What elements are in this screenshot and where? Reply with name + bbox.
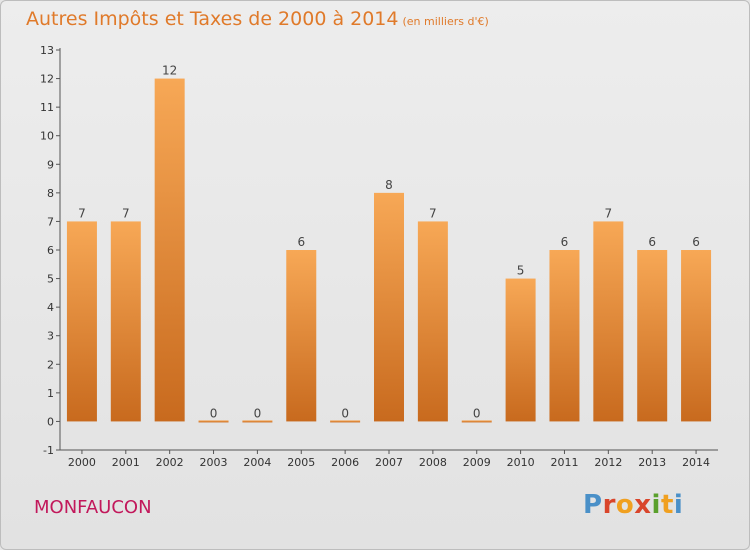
y-tick-label: 5	[47, 273, 54, 286]
y-tick-label: 1	[47, 387, 54, 400]
logo-letter: i	[651, 490, 661, 520]
data-label: 0	[341, 406, 349, 420]
x-tick-label: 2008	[419, 456, 447, 469]
y-tick-label: 7	[47, 215, 54, 228]
data-label: 12	[162, 64, 177, 78]
y-tick-label: 6	[47, 244, 54, 257]
logo-letter: r	[602, 490, 616, 520]
data-label: 6	[297, 235, 305, 249]
x-tick-label: 2012	[594, 456, 622, 469]
x-tick-label: 2013	[638, 456, 666, 469]
bar	[66, 221, 97, 422]
bar	[549, 250, 580, 422]
y-tick-label: 4	[47, 301, 54, 314]
logo-letter: x	[634, 490, 652, 520]
proxiti-logo[interactable]: Proxiti	[583, 490, 683, 520]
chart-bars	[66, 78, 712, 423]
y-tick-label: 0	[47, 415, 54, 428]
bar	[374, 192, 404, 422]
y-tick-label: 11	[40, 101, 54, 114]
bar	[681, 250, 712, 422]
y-tick-label: 3	[47, 330, 54, 343]
data-label: 6	[561, 235, 569, 249]
data-label: 0	[473, 406, 481, 420]
chart-data-labels: 7 7 12 0 0 6 0 8 7 0 5 6 7 6 6	[78, 64, 700, 421]
x-tick-label: 2007	[375, 456, 403, 469]
bar	[154, 78, 185, 422]
bar	[286, 250, 317, 422]
commune-name: MONFAUCON	[34, 497, 152, 518]
chart-title-text: Autres Impôts et Taxes de 2000 à 2014	[26, 8, 399, 30]
y-tick-label: 9	[47, 158, 54, 171]
chart-unit: (en milliers d'€)	[402, 15, 489, 28]
data-label: 7	[605, 206, 613, 220]
x-tick-label: 2000	[68, 456, 96, 469]
bar	[417, 221, 448, 422]
y-tick-label: 2	[47, 358, 54, 371]
chart-title: Autres Impôts et Taxes de 2000 à 2014 (en…	[26, 8, 489, 30]
x-tick-label: 2009	[463, 456, 491, 469]
x-tick-label: 2004	[243, 456, 271, 469]
bar	[198, 420, 229, 423]
data-label: 7	[429, 206, 437, 220]
logo-letter: o	[615, 490, 635, 520]
x-tick-label: 2001	[112, 456, 140, 469]
data-label: 7	[122, 206, 130, 220]
x-tick-label: 2014	[682, 456, 710, 469]
x-tick-label: 2010	[507, 456, 535, 469]
logo-letter: P	[583, 490, 603, 520]
y-tick-label: 12	[40, 73, 54, 86]
bar	[461, 420, 492, 423]
data-label: 5	[517, 264, 525, 278]
bar	[593, 221, 624, 422]
y-tick-label: 10	[40, 130, 54, 143]
bar	[110, 221, 141, 422]
data-label: 6	[692, 235, 700, 249]
x-tick-label: 2005	[287, 456, 315, 469]
bar	[330, 420, 361, 423]
bar	[637, 250, 668, 422]
x-tick-label: 2003	[200, 456, 228, 469]
data-label: 6	[648, 235, 656, 249]
y-tick-label: 8	[47, 187, 54, 200]
bar	[242, 420, 273, 423]
data-label: 0	[254, 406, 262, 420]
logo-letter: t	[660, 490, 674, 520]
x-tick-label: 2011	[550, 456, 578, 469]
bar	[505, 278, 536, 422]
x-tick-label: 2006	[331, 456, 359, 469]
data-label: 8	[385, 178, 393, 192]
data-label: 7	[78, 206, 86, 220]
x-tick-label: 2002	[156, 456, 184, 469]
data-label: 0	[210, 406, 218, 420]
y-tick-label: -1	[43, 444, 54, 457]
logo-letter: i	[673, 490, 684, 520]
y-tick-label: 13	[40, 44, 54, 57]
